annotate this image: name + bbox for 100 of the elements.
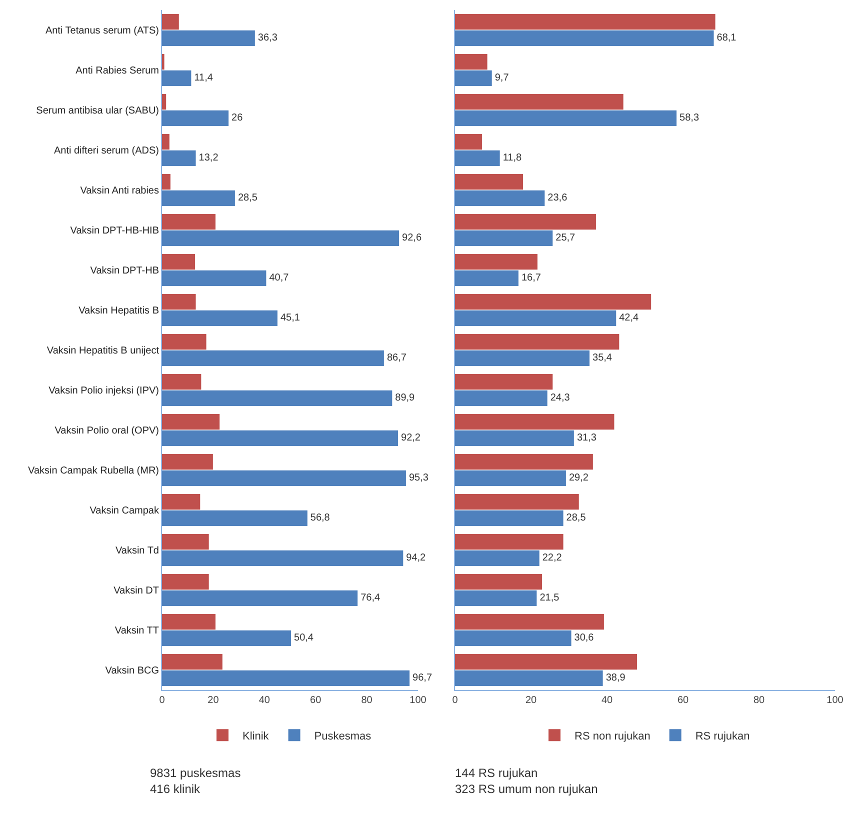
- bar: [162, 670, 410, 686]
- bar: [162, 590, 358, 606]
- y-tick-label: Vaksin Polio oral (OPV): [54, 426, 159, 436]
- legend-label: RS non rujukan: [574, 730, 650, 742]
- y-tick-label: Vaksin Td: [115, 546, 159, 556]
- data-label: 38,9: [606, 672, 626, 684]
- data-label: 96,7: [412, 672, 432, 684]
- legend-label: Klinik: [242, 730, 270, 742]
- y-tick-label: Vaksin DPT-HB-HIB: [70, 226, 160, 236]
- legend-label: RS rujukan: [695, 730, 750, 742]
- data-label: 58,3: [680, 112, 700, 124]
- data-label: 16,7: [521, 272, 542, 284]
- bar: [162, 654, 222, 670]
- bar: [455, 574, 542, 590]
- bar: [455, 494, 579, 510]
- bar: [162, 550, 404, 566]
- bar: [455, 454, 593, 470]
- bar: [455, 294, 652, 310]
- bar: [162, 454, 213, 470]
- data-label: 86,7: [386, 352, 407, 364]
- data-label: 92,2: [401, 432, 421, 444]
- data-label: 76,4: [360, 592, 380, 604]
- x-tick-label: 80: [361, 695, 373, 706]
- data-label: 21,5: [540, 592, 560, 604]
- data-label: 28,5: [566, 512, 586, 524]
- bar: [162, 510, 308, 526]
- data-label: 31,3: [576, 432, 597, 444]
- bar: [455, 470, 566, 486]
- bar: [455, 270, 518, 286]
- bar: [162, 310, 278, 326]
- bar: [455, 430, 574, 446]
- bar: [455, 310, 616, 326]
- bar: [162, 390, 392, 406]
- data-label: 94,2: [406, 552, 426, 564]
- y-tick-label: Serum antibisa ular (SABU): [36, 106, 159, 116]
- data-label: 42,4: [619, 312, 640, 324]
- y-tick-label: Vaksin DT: [114, 586, 159, 596]
- bar: [162, 110, 229, 126]
- bar: [455, 550, 540, 566]
- data-label: 56,8: [310, 512, 330, 524]
- bar: [455, 14, 716, 30]
- bar: [455, 414, 614, 430]
- data-label: 30,6: [574, 632, 594, 644]
- bar: [455, 654, 638, 670]
- data-label: 50,4: [294, 632, 314, 644]
- text: 416 klinik: [150, 781, 202, 797]
- y-tick-label: Vaksin TT: [114, 626, 159, 636]
- data-label: 89,9: [395, 392, 416, 404]
- bar: [455, 214, 596, 230]
- y-tick-label: Vaksin BCG: [105, 666, 160, 676]
- bar: [162, 430, 398, 446]
- bar: [455, 150, 500, 166]
- x-tick-label: 100: [410, 695, 427, 706]
- x-tick-label: 0: [159, 695, 166, 706]
- bar: [455, 230, 553, 246]
- y-tick-label: Vaksin Hepatitis B: [78, 306, 160, 316]
- x-tick-label: 100: [826, 695, 844, 706]
- data-label: 11,4: [194, 72, 214, 84]
- y-tick-label: Vaksin Campak: [90, 506, 160, 516]
- bar: [162, 614, 216, 630]
- bar: [162, 134, 170, 150]
- bar: [455, 110, 677, 126]
- y-tick-label: Anti difteri serum (ADS): [54, 146, 159, 156]
- x-tick-label: 60: [677, 695, 689, 706]
- bar: [162, 30, 255, 46]
- bar: [455, 70, 492, 86]
- x-tick-label: 60: [310, 695, 322, 706]
- bar: [455, 614, 604, 630]
- bar: [162, 574, 209, 590]
- data-label: 36,3: [258, 32, 278, 44]
- bar: [162, 494, 200, 510]
- data-label: 25,7: [556, 232, 576, 244]
- bar: [162, 470, 406, 486]
- data-label: 28,5: [238, 192, 258, 204]
- bar: [162, 350, 384, 366]
- text: 323 RS umum non rujukan: [455, 781, 599, 797]
- bar: [455, 350, 590, 366]
- bar: [455, 174, 524, 190]
- bar: [455, 374, 553, 390]
- bar: [162, 190, 235, 206]
- y-tick-label: Anti Tetanus serum (ATS): [45, 26, 159, 36]
- bar: [455, 670, 603, 686]
- data-label: 13,2: [198, 152, 219, 164]
- bar: [455, 590, 537, 606]
- data-label: 45,1: [280, 312, 300, 324]
- bar: [162, 534, 209, 550]
- data-label: 35,4: [592, 352, 612, 364]
- bar: [162, 214, 216, 230]
- data-label: 9,7: [494, 72, 510, 84]
- y-tick-label: Vaksin DPT-HB: [90, 266, 160, 276]
- bar: [162, 294, 196, 310]
- data-label: 92,6: [402, 232, 422, 244]
- x-tick-label: 40: [601, 695, 613, 706]
- data-label: 40,7: [269, 272, 290, 284]
- x-tick-label: 40: [258, 695, 270, 706]
- data-label: 24,3: [550, 392, 570, 404]
- bar: [455, 30, 714, 46]
- x-tick-label: 20: [525, 695, 537, 706]
- text: 9831 puskesmas: [150, 765, 242, 781]
- legend-label: Puskesmas: [314, 730, 372, 742]
